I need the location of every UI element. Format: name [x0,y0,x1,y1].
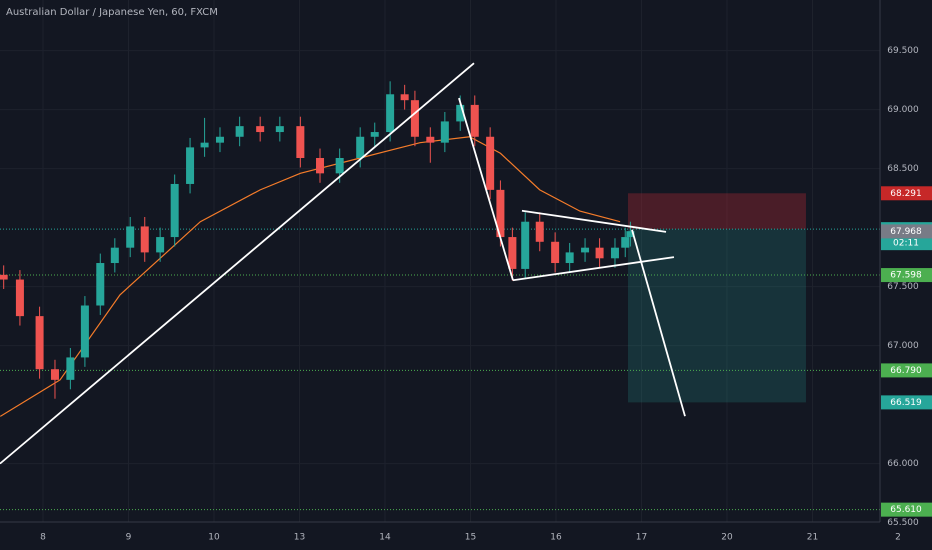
candle-body [565,252,574,264]
candle-body [96,263,105,306]
x-tick-label: 2 [895,533,901,543]
candle-body [126,226,135,248]
price-label: 68.291 [890,189,922,199]
countdown-box [881,236,932,251]
x-tick-label: 14 [379,533,391,543]
candle-body [335,158,344,174]
x-tick-label: 8 [40,533,46,543]
price-label-box [881,224,932,239]
y-tick-label: 65.500 [887,518,919,528]
candle-body [156,237,165,253]
candle-body [256,126,265,133]
trend-line [631,229,686,417]
candle-body [595,247,604,259]
candle-body [610,247,619,259]
countdown: 02:11 [893,239,919,249]
price-label-box [881,268,932,283]
price-label-box [881,395,932,410]
x-tick-label: 15 [465,533,476,543]
candle-body [235,126,244,137]
chart-title: Australian Dollar / Japanese Yen, 60, FX… [6,7,218,18]
trend-line [512,256,675,282]
y-tick-label: 66.000 [887,459,919,469]
price-label: 65.610 [890,505,922,515]
candle-body [80,305,89,358]
trend-line [0,62,475,465]
price-label: 67.598 [890,271,922,281]
price-label-box [881,186,932,201]
candle-body [535,221,544,242]
candle-body [0,274,8,280]
candle-body [581,247,590,253]
x-tick-label: 10 [208,533,220,543]
candle-body [275,126,284,133]
x-tick-label: 9 [126,533,132,543]
y-tick-label: 68.500 [887,164,919,174]
candle-body [456,104,465,122]
x-tick-label: 20 [721,533,733,543]
trend-line [521,209,667,233]
candle-body [440,121,449,143]
candle-body [521,221,530,269]
candle-body [296,126,305,159]
candle-body [400,94,409,101]
candle-body [626,231,635,238]
candle-body [15,279,24,317]
time-axis [0,522,932,550]
price-label-box [881,502,932,517]
candle-body [508,237,517,269]
price-label: 66.790 [890,366,922,376]
y-tick-label: 67.000 [887,341,919,351]
candle-body [621,237,630,248]
candle-body [186,147,195,184]
trend-line [458,97,514,281]
candle-body [370,132,379,137]
candle-body [215,136,224,143]
candle-body [35,316,44,370]
candle-body [356,136,365,159]
axes: 65.500 66.000 67.000 67.500 68.500 69.000 69.5… [40,46,932,543]
candle-body [170,183,179,238]
candle-body [200,142,209,148]
candle-body [470,104,479,137]
x-tick-label: 17 [636,533,647,543]
price-label-box [881,363,932,378]
candle-body [496,189,505,238]
plot-area [0,62,880,511]
x-tick-label: 13 [294,533,305,543]
candle-body [140,226,149,253]
y-tick-label: 67.500 [887,282,919,292]
candle-body [551,241,560,264]
y-tick-label: 69.000 [887,105,919,115]
candle-body [486,136,495,190]
x-tick-label: 16 [550,533,562,543]
price-label: 66.519 [890,398,922,408]
price-label: 67.968 [890,227,922,237]
candle-body [316,158,325,174]
candle-body [110,247,119,264]
candle-body [66,357,75,380]
candle-body [50,369,59,380]
x-tick-label: 21 [807,533,818,543]
candle-body [410,100,419,137]
target-zone [627,229,806,403]
y-tick-label: 69.500 [887,46,919,56]
candle-body [426,136,435,143]
stop-zone [627,193,806,230]
candle-body [386,94,395,133]
